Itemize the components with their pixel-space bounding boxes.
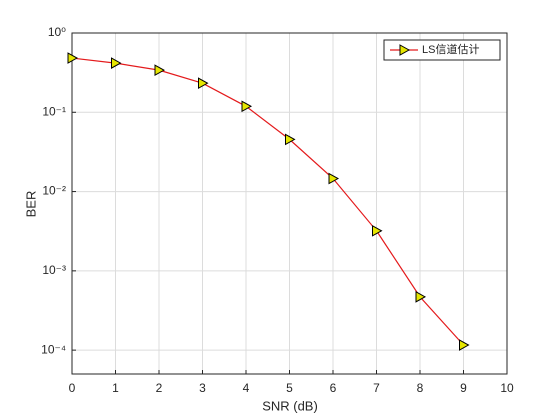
y-axis-label: BER [23,191,38,218]
line [71,57,464,346]
x-tick-label: 7 [373,381,380,395]
x-tick-label: 1 [112,381,119,395]
marker [415,290,427,303]
marker [198,77,209,90]
marker [241,100,253,113]
x-tick-label: 3 [199,381,206,395]
y-tick-label: 10⁻³ [42,263,66,277]
marker [328,172,340,185]
x-tick-label: 9 [460,381,467,395]
y-tick-label: 10⁻⁴ [41,342,66,356]
x-tick-label: 5 [286,381,293,395]
marker [459,339,470,351]
x-tick-label: 4 [243,381,250,395]
y-tick-label: 10⁻² [42,184,66,198]
x-tick-label: 8 [417,381,424,395]
plot-frame [71,32,508,375]
marker [154,64,166,76]
x-tick-label: 6 [330,381,337,395]
x-tick-label: 10 [500,381,514,395]
x-tick-label: 2 [156,381,163,395]
legend-box [383,39,501,61]
marker [285,133,296,146]
marker [111,57,122,69]
legend-marker [399,44,411,56]
marker [372,224,383,237]
marker [67,52,79,64]
y-tick-label: 10⁰ [48,25,66,39]
legend-label: LS信道估计 [422,42,479,56]
x-axis-label: SNR (dB) [262,398,318,413]
x-tick-label: 0 [69,381,76,395]
y-tick-label: 10⁻¹ [42,104,66,118]
